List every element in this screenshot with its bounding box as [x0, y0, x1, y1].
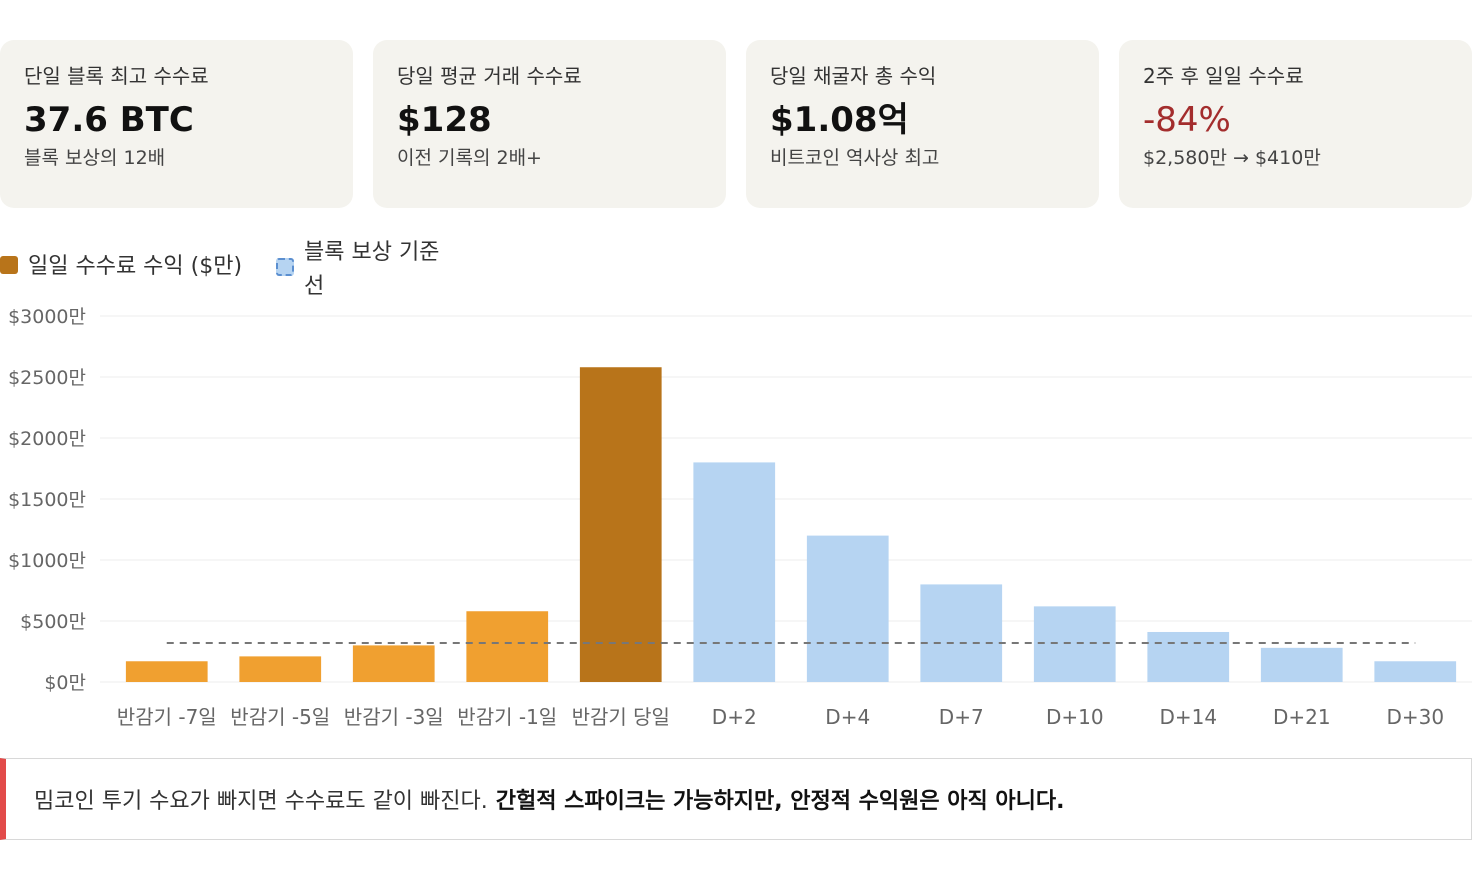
y-tick-label: $3000만: [8, 306, 86, 328]
chart-legend: 일일 수수료 수익 ($만) 블록 보상 기준 선: [0, 236, 700, 306]
legend-label-line2: 선: [304, 274, 325, 299]
card-label: 당일 평균 거래 수수료: [397, 64, 582, 88]
x-tick-label: 반감기 당일: [572, 705, 670, 729]
y-tick-label: $2000만: [8, 428, 86, 450]
y-tick-label: $1500만: [8, 489, 86, 511]
bar-11: [1260, 647, 1343, 682]
card-sub: 이전 기록의 2배+: [397, 147, 542, 169]
x-tick-label: 반감기 -7일: [117, 705, 217, 729]
bar-2: [239, 656, 322, 682]
bar-1: [125, 661, 208, 682]
stat-card-fee-drop: 2주 후 일일 수수료 -84% $2,580만 → $410만: [1119, 40, 1472, 208]
bar-8: [920, 584, 1003, 682]
y-tick-label: $2500만: [8, 367, 86, 389]
card-label: 2주 후 일일 수수료: [1143, 64, 1304, 88]
x-tick-label: D+2: [712, 705, 757, 729]
bar-6: [693, 462, 776, 682]
x-tick-label: D+7: [939, 705, 984, 729]
x-tick-label: 반감기 -1일: [457, 705, 557, 729]
x-tick-label: D+10: [1046, 705, 1104, 729]
card-value: $1.08억: [770, 100, 909, 140]
card-value: -84%: [1143, 100, 1231, 140]
bar-5: [579, 367, 662, 682]
card-label: 단일 블록 최고 수수료: [24, 64, 209, 88]
x-tick-label: D+14: [1159, 705, 1217, 729]
callout-text: 밈코인 투기 수요가 빠지면 수수료도 같이 빠진다.: [34, 789, 488, 814]
bar-7: [806, 535, 889, 682]
y-tick-label: $500만: [20, 611, 86, 633]
card-label: 당일 채굴자 총 수익: [770, 64, 937, 88]
fee-bar-chart: $0만 $500만 $1000만 $1500만 $2000만 $2500만 $3000만반감…: [8, 306, 1472, 729]
legend-item-daily-fee: 일일 수수료 수익 ($만): [0, 250, 242, 284]
bar-3: [352, 645, 435, 682]
callout-strong-text: 간헐적 스파이크는 가능하지만, 안정적 수익원은 아직 아니다.: [495, 789, 1065, 814]
card-sub: 블록 보상의 12배: [24, 147, 166, 169]
x-tick-label: 반감기 -5일: [230, 705, 330, 729]
bar-9: [1033, 606, 1116, 682]
insight-callout: 밈코인 투기 수요가 빠지면 수수료도 같이 빠진다. 간헐적 스파이크는 가능…: [0, 758, 1472, 840]
x-tick-label: 반감기 -3일: [344, 705, 444, 729]
bar-10: [1147, 631, 1230, 682]
legend-label: 일일 수수료 수익 ($만): [28, 254, 243, 279]
card-sub: $2,580만 → $410만: [1143, 147, 1321, 169]
legend-label: 블록 보상 기준 선: [304, 236, 439, 304]
stat-card-avg-tx-fee: 당일 평균 거래 수수료 $128 이전 기록의 2배+: [373, 40, 726, 208]
y-tick-label: $1000만: [8, 550, 86, 572]
card-sub: 비트코인 역사상 최고: [770, 147, 940, 169]
stat-cards: 단일 블록 최고 수수료 37.6 BTC 블록 보상의 12배 당일 평균 거…: [0, 40, 1472, 208]
legend-item-baseline: 블록 보상 기준 선: [276, 236, 439, 304]
bar-4: [466, 611, 549, 682]
bar-12: [1374, 661, 1457, 682]
card-value: 37.6 BTC: [24, 100, 194, 140]
legend-swatch-solid: [0, 256, 18, 274]
x-tick-label: D+30: [1386, 705, 1444, 729]
card-value: $128: [397, 100, 492, 140]
stat-card-miner-revenue: 당일 채굴자 총 수익 $1.08억 비트코인 역사상 최고: [746, 40, 1099, 208]
legend-swatch-dashed: [276, 258, 294, 276]
x-tick-label: D+21: [1273, 705, 1331, 729]
x-tick-label: D+4: [825, 705, 870, 729]
stat-card-max-block-fee: 단일 블록 최고 수수료 37.6 BTC 블록 보상의 12배: [0, 40, 353, 208]
legend-label-line1: 블록 보상 기준: [304, 240, 440, 265]
y-tick-label: $0만: [44, 672, 86, 694]
